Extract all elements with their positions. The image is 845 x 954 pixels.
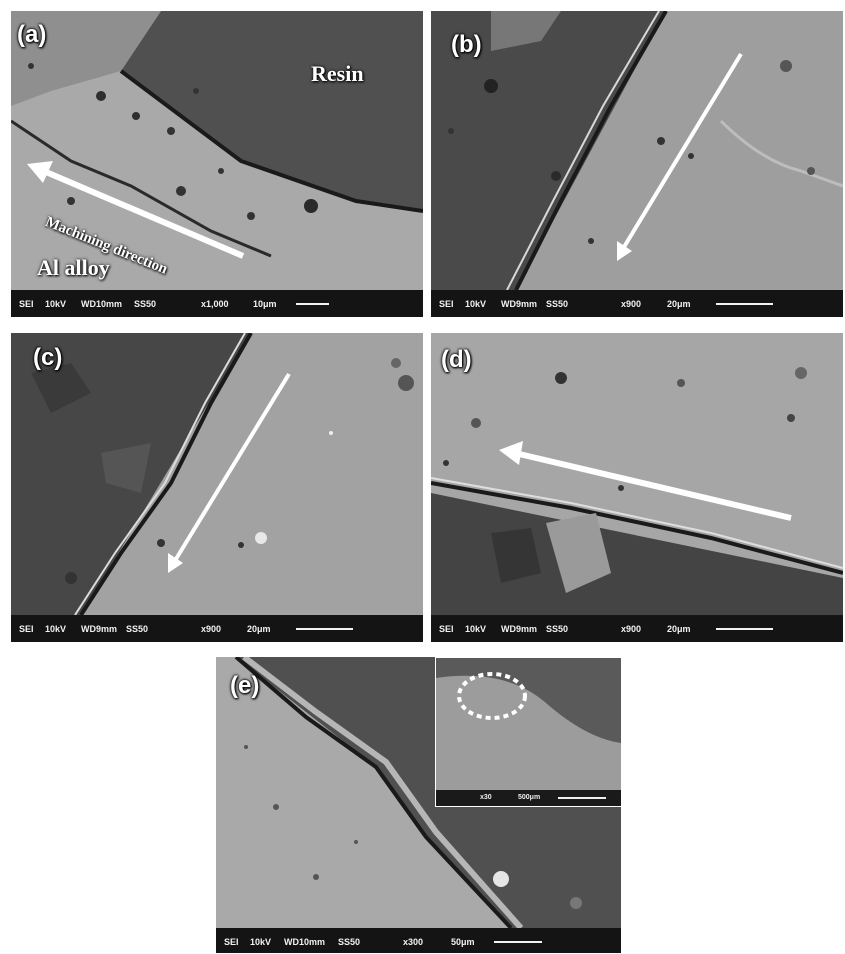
panel-label: (e) (230, 672, 260, 699)
working-distance: WD9mm (501, 299, 538, 309)
magnification: x300 (403, 937, 424, 947)
scale-value: 50μm (451, 937, 475, 947)
sem-panel-a: (a) Resin Machining direction Al alloy S… (11, 11, 423, 317)
arrow-machining-direction-a (37, 166, 245, 259)
panel-label: (a) (17, 21, 47, 48)
inset-scale-value: 500μm (518, 794, 541, 801)
sem-panel-b: (b) SEI 10kV WD9mm SS50 x900 20μm (431, 11, 843, 317)
spot-size: SS50 (134, 299, 157, 309)
sem-image-c (11, 333, 423, 615)
panel-label: (d) (441, 346, 472, 373)
sem-image-a (11, 11, 423, 290)
low-magnification-inset: x30 500μm (435, 657, 621, 807)
scale-bar (716, 628, 773, 630)
scale-value: 20μm (667, 299, 691, 309)
resin-label: Resin (311, 61, 364, 86)
voltage: 10kV (250, 937, 272, 947)
sem-panel-d: (d) SEI 10kV WD9mm SS50 x900 20μm (431, 333, 843, 642)
scale-value: 10μm (253, 299, 277, 309)
inset-magnification: x30 (480, 794, 492, 801)
info-bar: SEI 10kV WD9mm SS50 x900 20μm (11, 615, 423, 642)
working-distance: WD9mm (81, 624, 118, 634)
highlight-ellipse (457, 672, 527, 720)
sem-panel-c: (c) SEI 10kV WD9mm SS50 x900 20μm (11, 333, 423, 642)
scale-bar (296, 303, 329, 305)
inset-scale-bar (558, 797, 606, 799)
info-bar: SEI 10kV WD9mm SS50 x900 20μm (431, 290, 843, 317)
info-bar: SEI 10kV WD9mm SS50 x900 20μm (431, 615, 843, 642)
sem-image-b (431, 11, 843, 290)
voltage: 10kV (45, 299, 67, 309)
panel-label: (b) (451, 31, 482, 58)
detector: SEI (439, 299, 454, 309)
arrow-direction-c (174, 372, 291, 561)
inset-image (436, 658, 621, 790)
magnification: x900 (621, 299, 642, 309)
working-distance: WD10mm (81, 299, 123, 309)
inset-info-bar: x30 500μm (436, 790, 621, 806)
detector: SEI (19, 299, 34, 309)
voltage: 10kV (45, 624, 67, 634)
al-alloy-label: Al alloy (37, 255, 110, 280)
magnification: x900 (201, 624, 222, 634)
spot-size: SS50 (546, 299, 569, 309)
info-bar: SEI 10kV WD10mm SS50 x300 50μm (216, 928, 621, 953)
spot-size: SS50 (126, 624, 149, 634)
spot-size: SS50 (546, 624, 569, 634)
scale-bar (716, 303, 773, 305)
working-distance: WD10mm (284, 937, 326, 947)
magnification: x900 (621, 624, 642, 634)
voltage: 10kV (465, 299, 487, 309)
info-bar: SEI 10kV WD10mm SS50 x1,000 10μm (11, 290, 423, 317)
scale-bar (296, 628, 353, 630)
detector: SEI (439, 624, 454, 634)
sem-image-d (431, 333, 843, 615)
working-distance: WD9mm (501, 624, 538, 634)
spot-size: SS50 (338, 937, 361, 947)
detector: SEI (19, 624, 34, 634)
panel-label: (c) (33, 344, 63, 371)
scale-bar (494, 941, 542, 943)
detector: SEI (224, 937, 239, 947)
magnification: x1,000 (201, 299, 229, 309)
voltage: 10kV (465, 624, 487, 634)
scale-value: 20μm (247, 624, 271, 634)
arrow-direction-d (514, 450, 792, 521)
arrow-direction-b (622, 52, 743, 249)
scale-value: 20μm (667, 624, 691, 634)
sem-panel-e: (e) x30 500μm SEI 10kV WD10mm SS50 x300 … (216, 657, 621, 953)
